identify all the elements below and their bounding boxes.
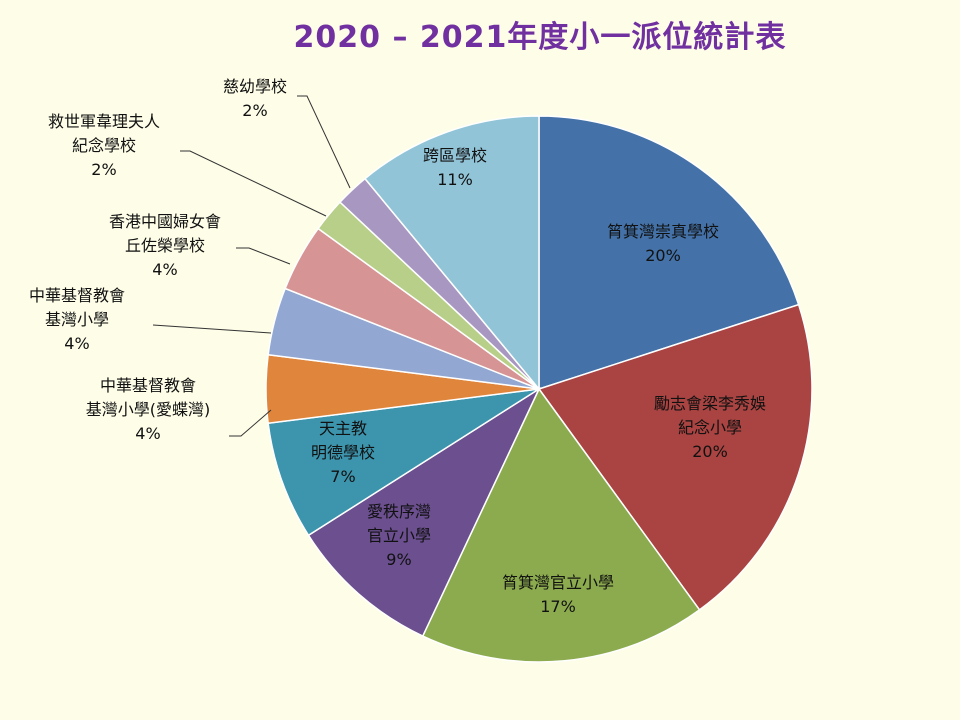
slice-percent-label: 4% <box>64 334 89 353</box>
pie-slice <box>421 387 701 663</box>
slice-percent-label: 20% <box>645 246 681 265</box>
slice-name-label: 中華基督教會 <box>100 376 196 395</box>
slice-percent-label: 4% <box>152 260 177 279</box>
slice-name-label: 紀念學校 <box>72 136 136 155</box>
slice-percent-label: 2% <box>91 160 116 179</box>
slice-percent-label: 17% <box>540 597 576 616</box>
slice-percent-label: 4% <box>135 424 160 443</box>
leader-line <box>229 409 272 437</box>
pie-slice <box>307 386 541 638</box>
slice-name-label: 跨區學校 <box>423 146 487 165</box>
slice-percent-label: 2% <box>242 101 267 120</box>
slice-name-label: 基灣小學(愛蝶灣) <box>86 400 211 419</box>
slice-percent-label: 11% <box>437 170 473 189</box>
slice-percent-label: 7% <box>330 467 355 486</box>
slice-name-label: 救世軍韋理夫人 <box>48 112 160 131</box>
leader-line <box>236 247 291 265</box>
pie-slice <box>363 115 540 392</box>
slice-name-label: 基灣小學 <box>45 310 109 329</box>
pie-slice <box>538 115 800 391</box>
slice-name-label: 天主教 <box>319 419 367 438</box>
pie-slice <box>537 303 813 611</box>
slice-name-label: 紀念小學 <box>678 418 742 437</box>
leader-line <box>180 150 327 217</box>
leader-line <box>152 324 272 334</box>
slice-name-label: 筲箕灣崇真學校 <box>607 222 719 241</box>
slice-percent-label: 9% <box>386 550 411 569</box>
slice-name-label: 丘佐榮學校 <box>125 236 205 255</box>
slice-name-label: 慈幼學校 <box>223 77 287 96</box>
slice-name-label: 勵志會梁李秀娛 <box>654 394 766 413</box>
slice-name-label: 香港中國婦女會 <box>109 212 221 231</box>
pie-slice <box>267 388 540 537</box>
chart-title: 2020 – 2021年度小一派位統計表 <box>293 20 787 55</box>
slice-name-label: 明德學校 <box>311 443 375 462</box>
slice-percent-label: 20% <box>692 442 728 461</box>
leader-line <box>297 95 351 189</box>
slice-name-label: 官立小學 <box>367 526 431 545</box>
slice-name-label: 愛秩序灣 <box>367 502 431 521</box>
slice-name-label: 中華基督教會 <box>29 286 125 305</box>
slice-name-label: 筲箕灣官立小學 <box>502 573 614 592</box>
